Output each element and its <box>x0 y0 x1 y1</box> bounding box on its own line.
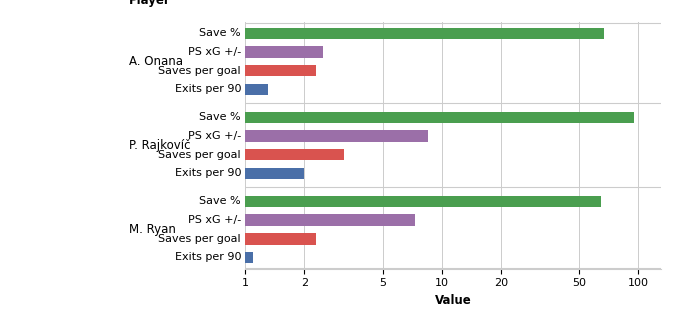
Bar <box>245 149 345 161</box>
Text: Saves per goal: Saves per goal <box>159 234 241 244</box>
Text: A. Onana: A. Onana <box>129 55 183 68</box>
Bar <box>245 130 428 142</box>
Text: Saves per goal: Saves per goal <box>159 150 241 160</box>
Text: PS xG +/-: PS xG +/- <box>188 47 241 57</box>
Text: Exits per 90: Exits per 90 <box>174 84 241 94</box>
Text: P. Rajkovíč: P. Rajkovíč <box>129 139 191 152</box>
Text: Save %: Save % <box>200 28 241 38</box>
Bar <box>245 46 323 58</box>
X-axis label: Value: Value <box>434 294 471 307</box>
Text: PS xG +/-: PS xG +/- <box>188 215 241 225</box>
Bar <box>245 233 316 245</box>
Text: Save %: Save % <box>200 196 241 206</box>
Bar <box>245 167 304 179</box>
Text: PS xG +/-: PS xG +/- <box>188 131 241 141</box>
Bar <box>245 196 601 207</box>
Bar <box>245 27 604 39</box>
Text: Saves per goal: Saves per goal <box>159 66 241 76</box>
Bar <box>245 65 316 76</box>
Bar <box>245 112 634 123</box>
Text: Exits per 90: Exits per 90 <box>174 168 241 178</box>
Text: Player: Player <box>129 0 171 7</box>
Bar <box>245 83 268 95</box>
Text: M. Ryan: M. Ryan <box>129 223 176 236</box>
Bar <box>245 252 253 263</box>
Text: Save %: Save % <box>200 112 241 122</box>
Bar <box>245 214 415 226</box>
Text: Exits per 90: Exits per 90 <box>174 252 241 262</box>
